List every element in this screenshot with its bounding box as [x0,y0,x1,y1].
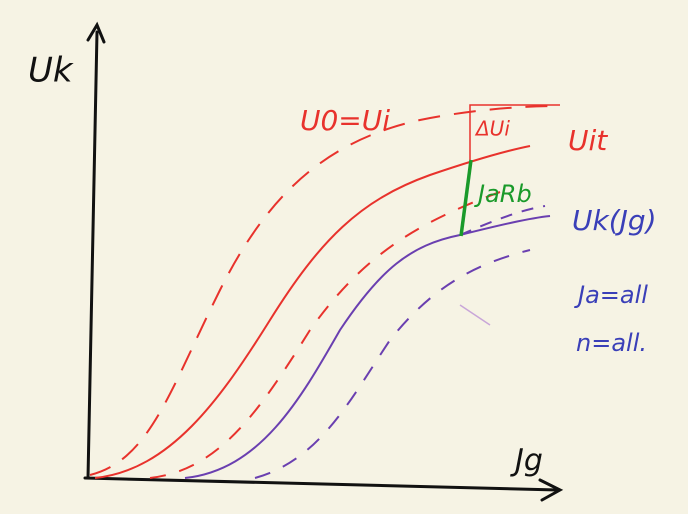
y-axis-label: Uk [28,51,74,91]
label-ja-rb: JaRb [474,180,532,208]
x-axis-label: Jg [510,444,543,479]
label-uk-jg: Uk(Jg) [572,204,657,237]
label-u0-ui: U0=Ui [300,104,390,137]
background [0,0,688,514]
label-uit: Uit [568,124,608,157]
label-delta-ui: ΔUi [474,117,510,141]
label-ja-all: Ja=all [574,281,648,309]
label-n-all: n=all. [576,329,647,357]
diagram: Uk Jg U0=Ui Uit ΔUi JaRb Uk(Jg) Ja=all n… [0,0,688,514]
